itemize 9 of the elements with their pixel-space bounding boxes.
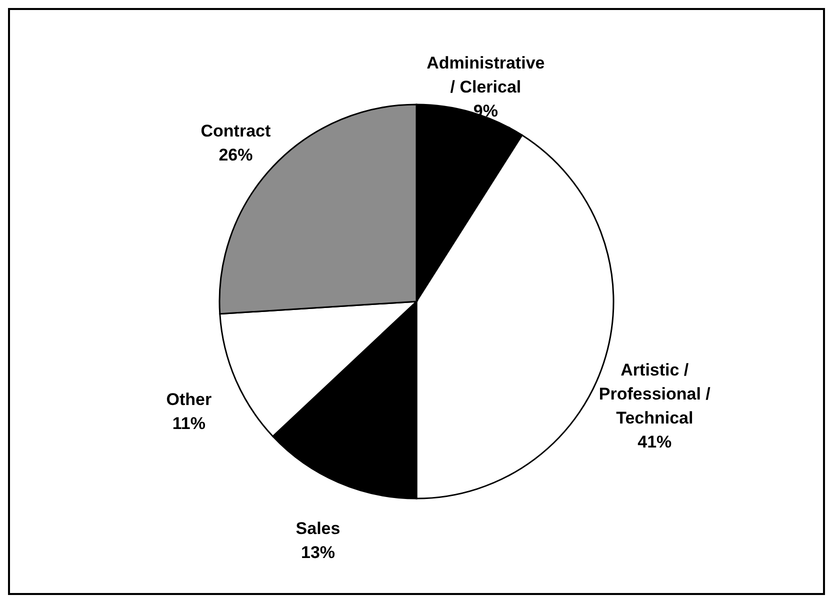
data-label: 13% bbox=[300, 543, 336, 562]
data-label: 41% bbox=[638, 432, 672, 452]
slice-label: Sales bbox=[296, 519, 340, 538]
slice-label: Contract bbox=[200, 122, 271, 141]
slice-label: Artistic / Professional / Technical bbox=[598, 360, 711, 428]
slice-label: Other bbox=[166, 390, 212, 409]
data-label: 26% bbox=[218, 146, 253, 165]
slice-label: Administrative / Clerical bbox=[426, 53, 545, 96]
data-label: 11% bbox=[172, 414, 206, 433]
